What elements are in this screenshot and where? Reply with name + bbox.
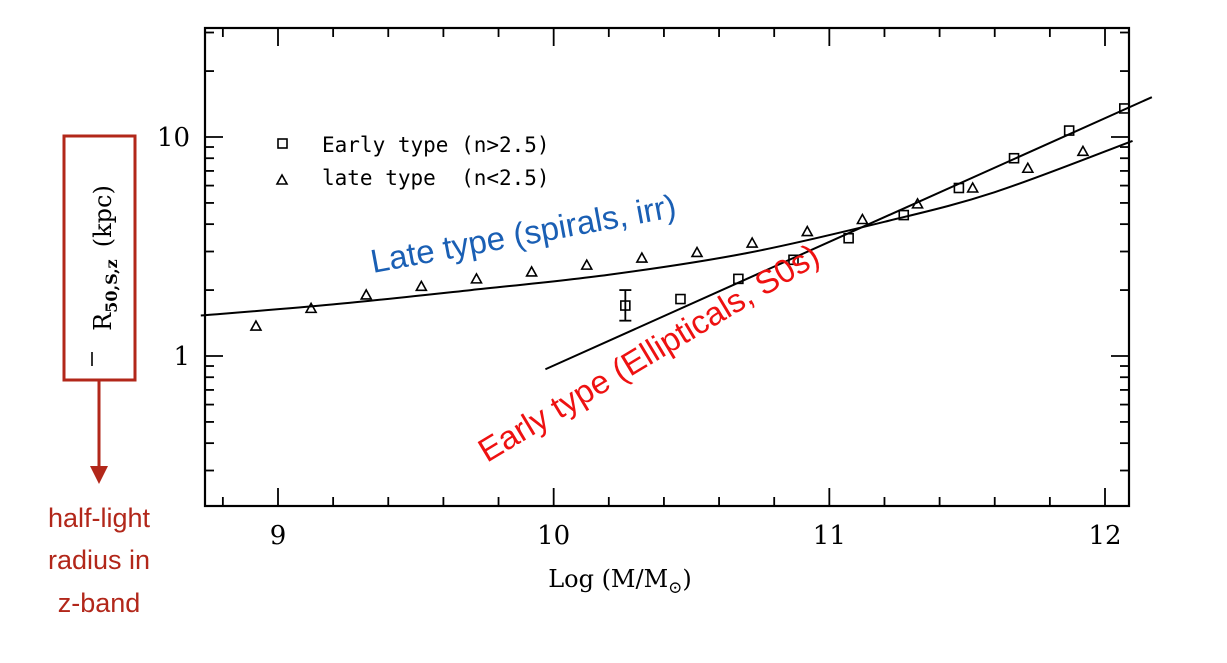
y-tick-label: 10 xyxy=(157,123,190,153)
data-point-triangle xyxy=(414,279,428,292)
side-note-line-1: half-light xyxy=(48,503,151,533)
data-point-triangle xyxy=(800,224,814,237)
data-point-triangle xyxy=(911,197,924,209)
side-note-line-3: z-band xyxy=(58,588,141,618)
data-point-square xyxy=(675,293,686,305)
side-note: half-light radius in z-band xyxy=(48,503,151,618)
data-point-triangle xyxy=(966,181,980,193)
data-point-triangle xyxy=(470,272,483,284)
x-tick-label: 9 xyxy=(270,521,287,551)
data-point-square xyxy=(620,300,631,311)
y-axis-label: R50,S,z(kpc) xyxy=(89,185,121,366)
data-point-square xyxy=(1118,103,1130,114)
tick-labels: 9 10 11 12 1 10 xyxy=(157,123,1122,551)
ylabel-highlight-box xyxy=(62,134,137,382)
data-point-triangle xyxy=(359,288,373,300)
data-point-triangle xyxy=(856,212,869,225)
annotation-arrow xyxy=(90,380,108,484)
annotation-late-type: Late type (spirals, irr) xyxy=(368,187,679,280)
data-point-triangle xyxy=(249,319,263,331)
legend-label-early: Early type (n>2.5) xyxy=(322,133,550,157)
data-point-triangle xyxy=(1076,144,1090,157)
legend: Early type (n>2.5) late type (n<2.5) xyxy=(275,133,550,190)
data-point-square xyxy=(898,209,910,221)
x-axis-label: Log (M/M⊙) xyxy=(548,565,692,598)
data-point-triangle xyxy=(745,236,759,248)
svg-text:R50,S,z(kpc): R50,S,z(kpc) xyxy=(89,185,121,331)
data-point-triangle xyxy=(1021,161,1035,174)
data-point-triangle xyxy=(690,245,704,258)
data-points xyxy=(249,103,1130,331)
data-point-triangle xyxy=(635,251,649,263)
data-point-triangle xyxy=(304,301,318,314)
data-point-triangle xyxy=(580,258,594,270)
data-point-square xyxy=(1063,125,1075,136)
x-tick-label: 12 xyxy=(1088,521,1121,551)
x-tick-label: 11 xyxy=(813,521,846,551)
y-tick-label: 1 xyxy=(173,342,190,372)
axis-ticks xyxy=(205,28,1129,506)
legend-marker-square xyxy=(277,138,288,149)
data-point-square xyxy=(733,273,744,285)
data-point-square xyxy=(788,254,799,266)
data-point-square xyxy=(1008,152,1020,164)
annotation-early-type: Early type (Ellipticals, S0s) xyxy=(472,236,826,469)
legend-label-late: late type (n<2.5) xyxy=(322,166,550,190)
data-point-square xyxy=(953,182,965,194)
fit-line-late xyxy=(200,139,1133,317)
data-point-square xyxy=(843,232,854,244)
data-point-triangle xyxy=(525,265,538,277)
side-note-line-2: radius in xyxy=(48,545,150,575)
legend-marker-triangle xyxy=(275,173,289,185)
plot-frame xyxy=(203,26,1131,508)
x-tick-label: 10 xyxy=(537,521,570,551)
